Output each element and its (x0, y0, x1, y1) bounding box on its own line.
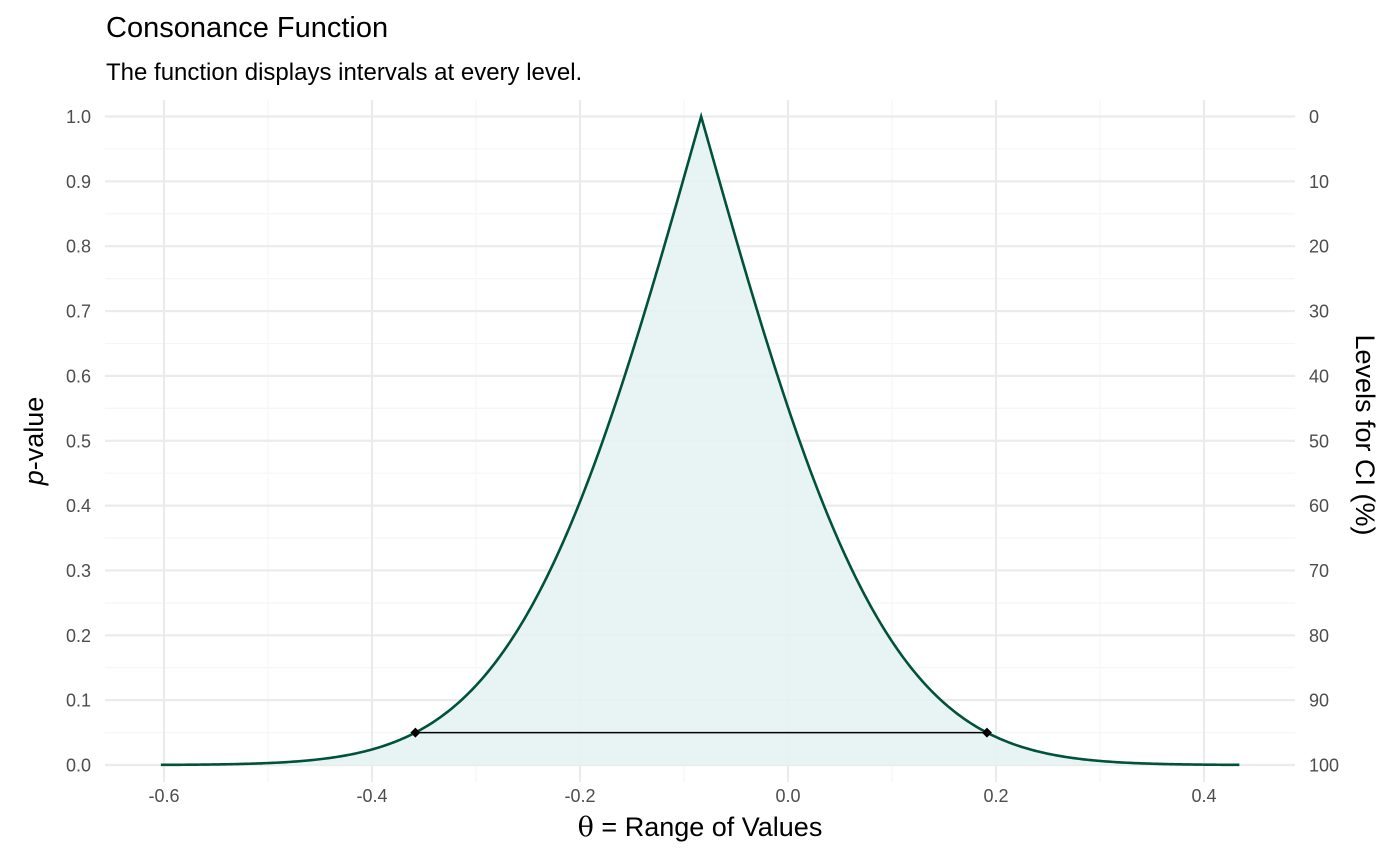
y2-tick-label: 90 (1309, 691, 1329, 711)
p-value-area (160, 116, 1240, 765)
x-tick-label: -0.4 (356, 786, 387, 806)
interval-lower-point (410, 727, 421, 738)
y2-tick-label: 60 (1309, 496, 1329, 516)
y-tick-label: 0.3 (66, 561, 91, 581)
y2-tick-label: 10 (1309, 172, 1329, 192)
y2-axis-label: Levels for CI (%) (1350, 334, 1380, 535)
chart-subtitle: The function displays intervals at every… (106, 59, 582, 86)
x-tick-label: 0.4 (1191, 786, 1216, 806)
y-tick-label: 0.1 (66, 691, 91, 711)
y2-tick-label: 80 (1309, 626, 1329, 646)
x-tick-label: -0.6 (148, 786, 179, 806)
y-axis-ticks: 0.0 0.1 0.2 0.3 0.4 0.5 0.6 0.7 0.8 0.9 1.0 (66, 107, 91, 776)
chart-title: Consonance Function (106, 12, 388, 44)
p-value-curve (160, 111, 1240, 767)
y-tick-label: 0.5 (66, 431, 91, 451)
y2-tick-label: 100 (1309, 756, 1339, 776)
y-axis-label: p-value (19, 397, 49, 487)
y-tick-label: 0.9 (66, 172, 91, 192)
x-tick-label: 0.2 (983, 786, 1008, 806)
y-tick-label: 0.6 (66, 366, 91, 386)
y-tick-label: 0.7 (66, 302, 91, 322)
x-axis-label-text: = Range of Values (594, 812, 822, 842)
x-axis-ticks: -0.6 -0.4 -0.2 0.0 0.2 0.4 (148, 786, 1216, 806)
y-tick-label: 0.2 (66, 626, 91, 646)
y-axis-label-italic: p (19, 470, 49, 486)
y-tick-label: 0.4 (66, 496, 91, 516)
x-tick-label: -0.2 (564, 786, 595, 806)
confidence-interval (410, 727, 992, 738)
y2-tick-label: 40 (1309, 366, 1329, 386)
theta-symbol: θ (578, 812, 594, 843)
interval-upper-point (981, 727, 992, 738)
x-axis-label: θ = Range of Values (578, 812, 823, 843)
y2-tick-label: 0 (1309, 107, 1319, 127)
y-axis-label-text: -value (19, 397, 49, 471)
y2-tick-label: 50 (1309, 431, 1329, 451)
y-tick-label: 0.8 (66, 237, 91, 257)
y-tick-label: 1.0 (66, 107, 91, 127)
y2-tick-label: 30 (1309, 302, 1329, 322)
x-tick-label: 0.0 (775, 786, 800, 806)
y2-tick-label: 20 (1309, 237, 1329, 257)
y-tick-label: 0.0 (66, 756, 91, 776)
y2-tick-label: 70 (1309, 561, 1329, 581)
